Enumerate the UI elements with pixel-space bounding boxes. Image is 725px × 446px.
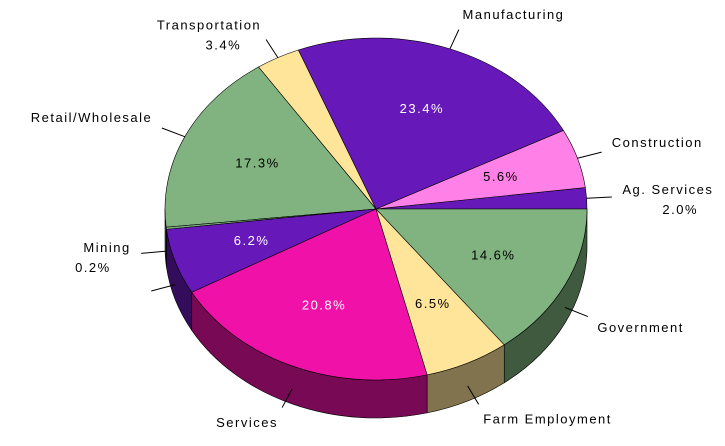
leader-line bbox=[141, 250, 167, 254]
value-label: 6.2% bbox=[234, 233, 270, 248]
category-label: Transportation bbox=[157, 17, 261, 32]
pie-slice bbox=[164, 66, 377, 228]
value-label: 5.6% bbox=[483, 169, 519, 184]
category-label: Mining bbox=[83, 240, 130, 255]
value-label: 23.4% bbox=[400, 101, 444, 116]
category-label: Farm Employment bbox=[483, 411, 612, 426]
leader-line bbox=[467, 385, 480, 405]
category-label: Services bbox=[216, 415, 278, 430]
leader-line bbox=[151, 284, 176, 292]
value-label: 3.4% bbox=[206, 37, 242, 52]
leader-line bbox=[265, 39, 279, 58]
leader-line bbox=[449, 29, 460, 50]
pie-slice bbox=[375, 208, 588, 346]
value-label: 6.5% bbox=[415, 296, 451, 311]
leader-line bbox=[161, 127, 185, 138]
leader-line bbox=[281, 388, 293, 408]
category-label: Construction bbox=[612, 135, 703, 150]
category-label: Manufacturing bbox=[463, 7, 565, 22]
category-label: Retail/Wholesale bbox=[31, 110, 153, 125]
leader-line bbox=[577, 151, 602, 159]
value-label: 0.2% bbox=[75, 260, 111, 275]
value-label: 2.0% bbox=[662, 202, 698, 217]
value-label: 14.6% bbox=[471, 247, 515, 262]
pie-slice bbox=[191, 208, 428, 381]
value-label: 17.3% bbox=[235, 156, 279, 171]
category-label: Government bbox=[597, 320, 684, 335]
leader-line bbox=[586, 196, 612, 199]
category-label: Ag. Services bbox=[622, 182, 713, 197]
value-label: 20.8% bbox=[302, 298, 346, 313]
leader-line bbox=[565, 307, 589, 318]
